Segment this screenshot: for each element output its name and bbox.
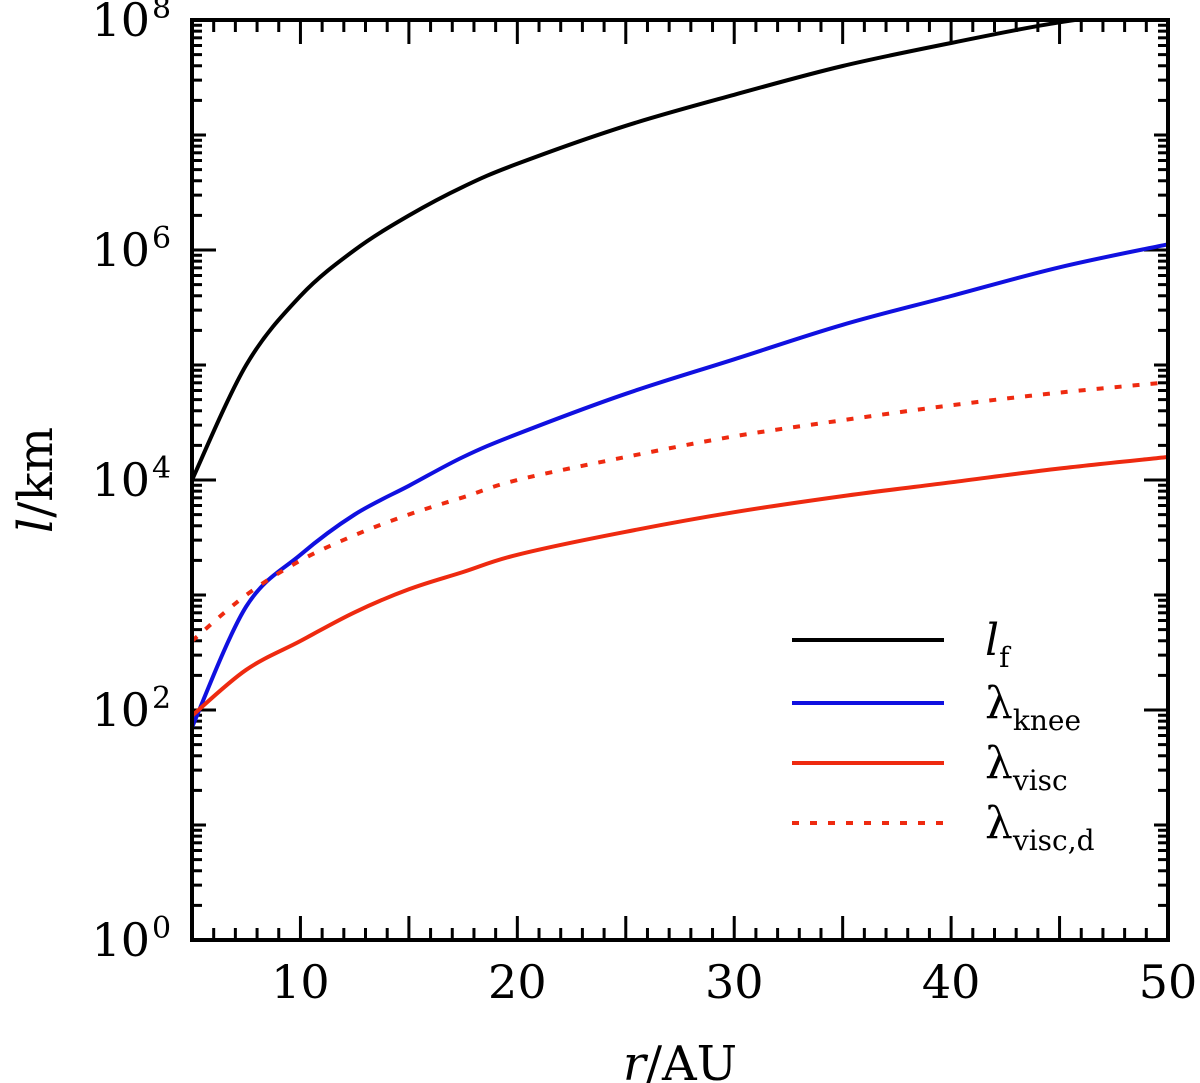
x-axis-title: r/AU — [623, 1036, 737, 1083]
series-line-l-f — [192, 20, 1090, 481]
x-tick-label: 50 — [1139, 955, 1198, 1009]
y-tick-exponent: 0 — [152, 911, 171, 946]
axis-ticks — [190, 20, 1170, 942]
y-tick-label: 10 — [91, 453, 150, 507]
y-tick-exponent: 8 — [152, 0, 171, 26]
x-tick-label: 10 — [271, 955, 330, 1009]
series-lines — [192, 20, 1168, 729]
legend-label-lambda-knee: λknee — [985, 678, 1081, 737]
y-tick-label: 10 — [91, 0, 150, 47]
series-line-lambda-visc-d — [192, 380, 1168, 643]
y-axis-title: l/km — [8, 427, 64, 533]
legend-label-lambda-visc-d: λvisc,d — [985, 798, 1095, 857]
x-tick-label: 40 — [922, 955, 981, 1009]
y-tick-exponent: 6 — [152, 221, 171, 256]
legend-label-l-f: lf — [985, 615, 1012, 674]
y-tick-exponent: 4 — [152, 451, 171, 486]
y-tick-label: 10 — [91, 913, 150, 967]
plot-frame — [190, 18, 1170, 942]
x-tick-labels: 10 20 30 40 50 — [271, 955, 1197, 1009]
x-tick-label: 20 — [488, 955, 547, 1009]
x-tick-label: 30 — [705, 955, 764, 1009]
y-tick-label: 10 — [91, 683, 150, 737]
series-line-lambda-visc — [192, 455, 1168, 718]
y-tick-label: 10 — [91, 223, 150, 277]
y-tick-exponent: 2 — [152, 681, 171, 716]
legend-label-lambda-visc: λvisc — [985, 738, 1068, 797]
series-line-lambda-knee — [192, 242, 1168, 729]
